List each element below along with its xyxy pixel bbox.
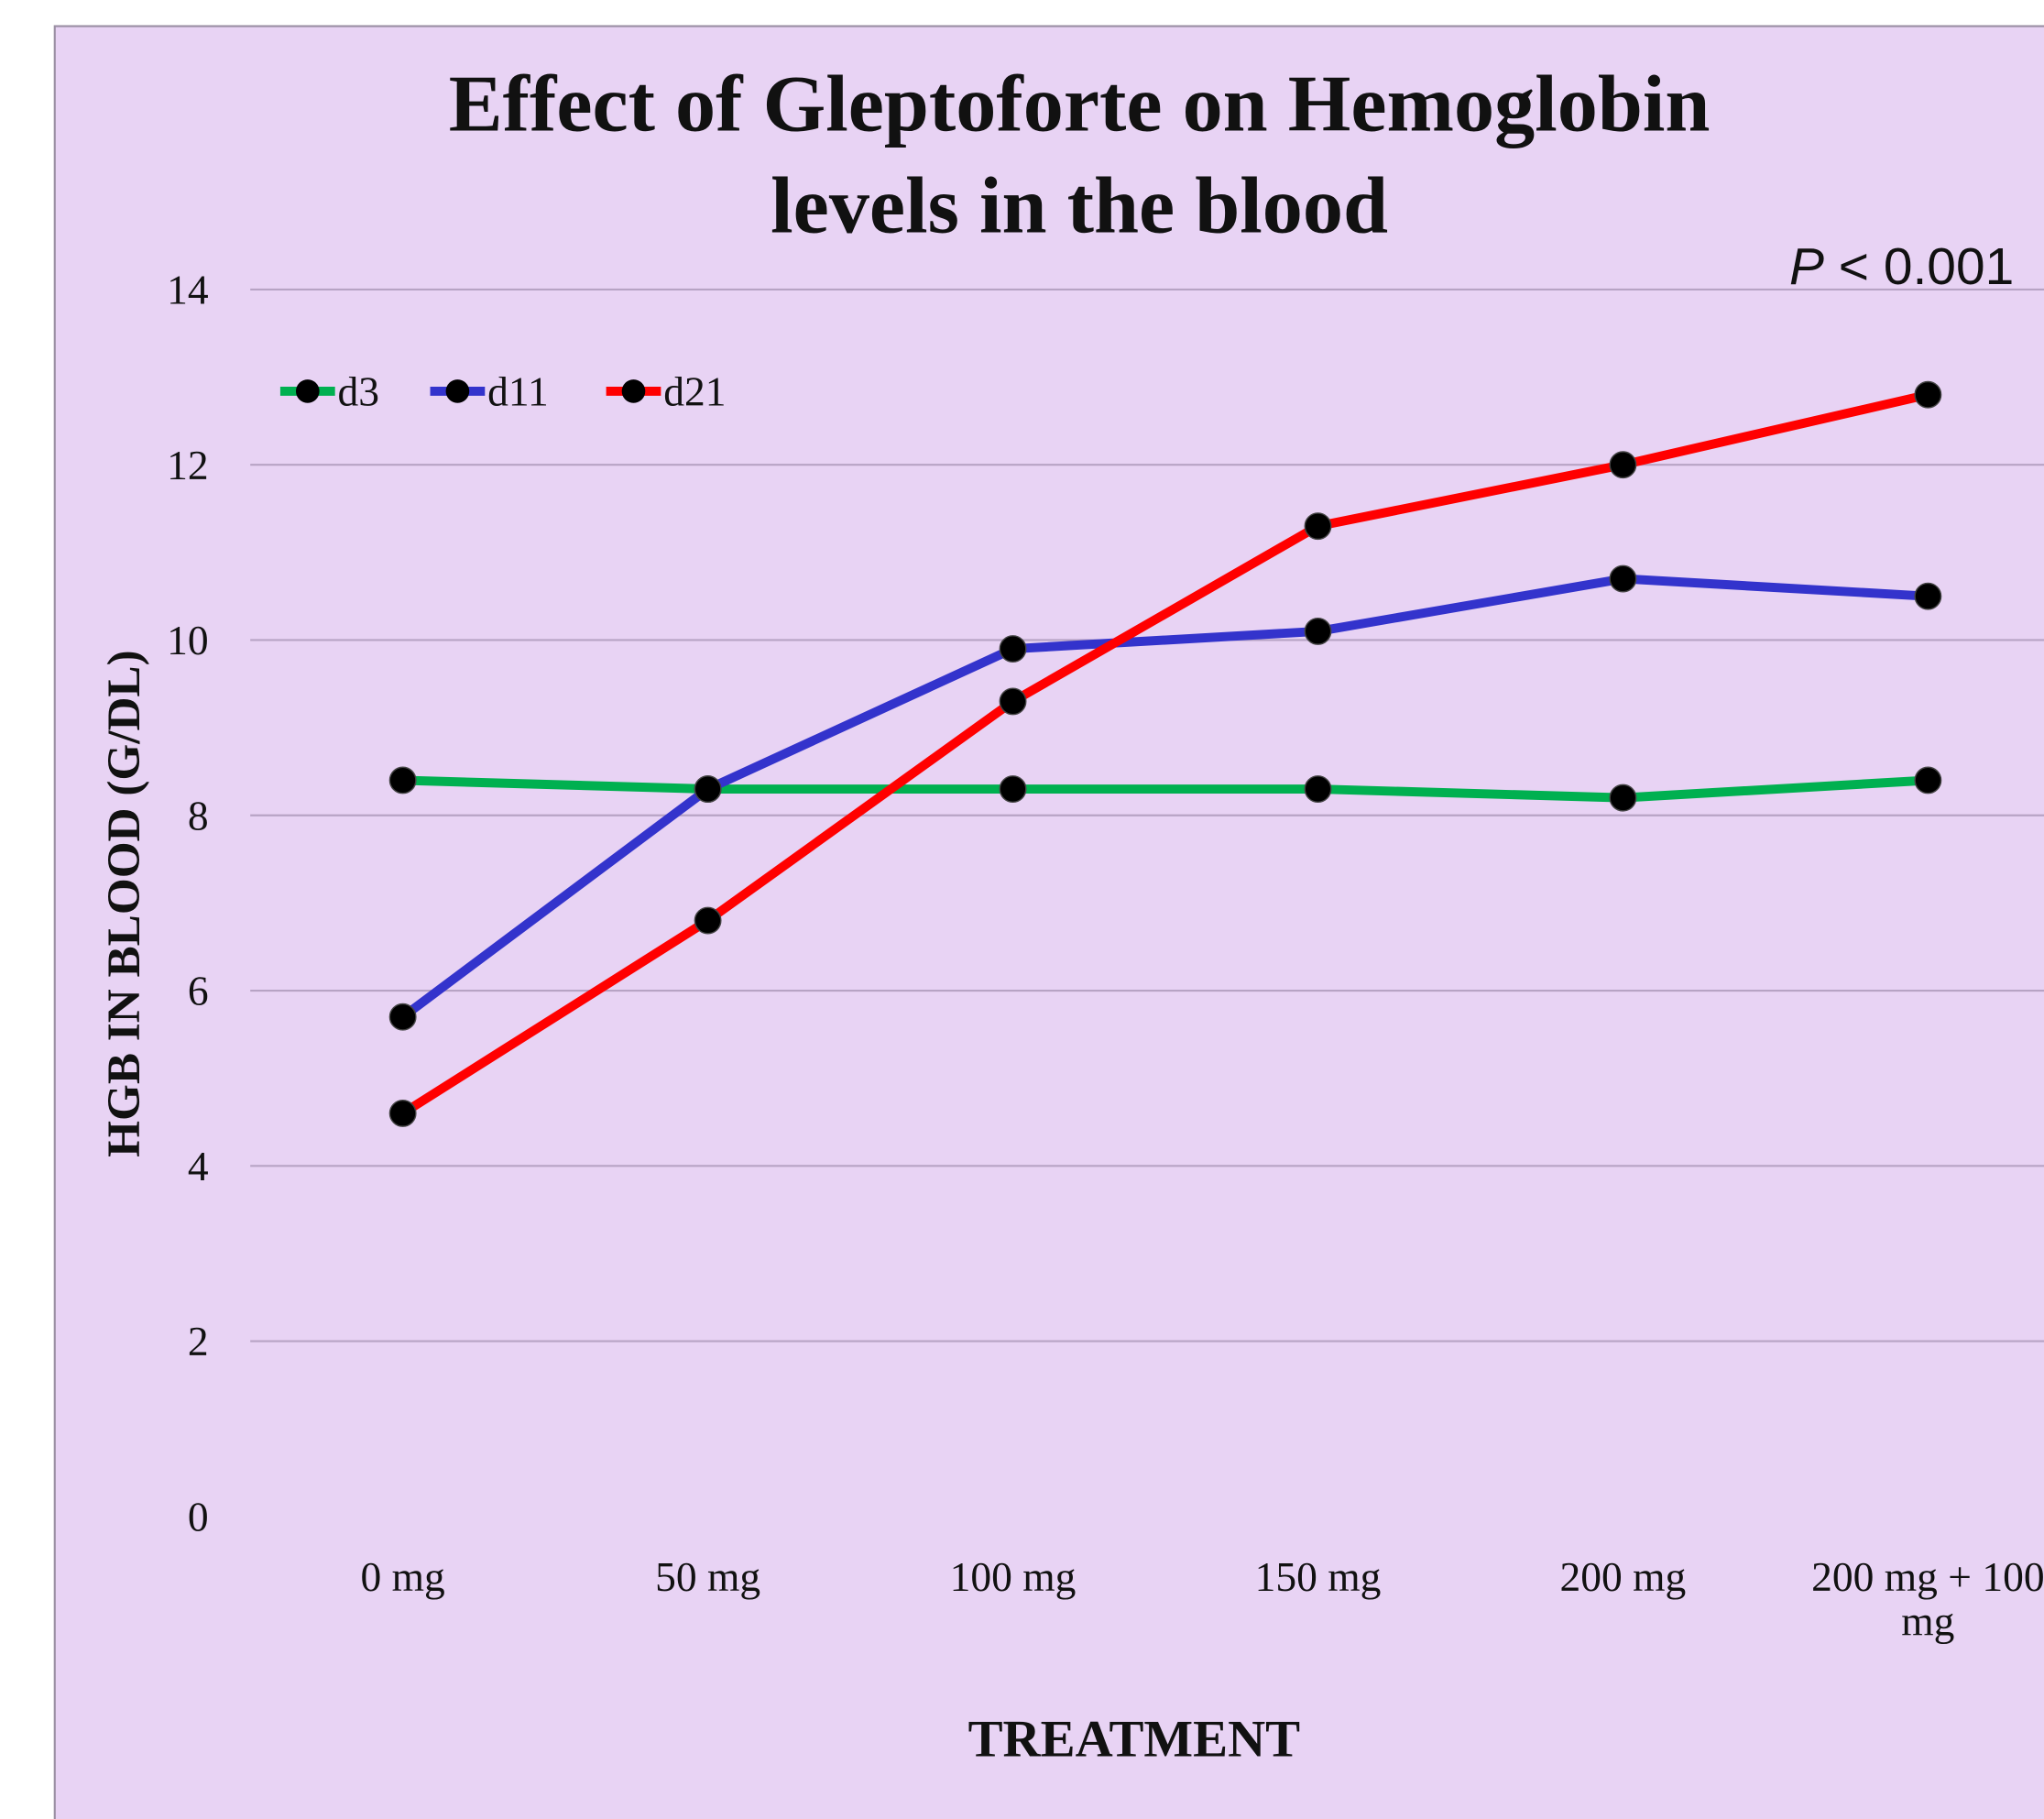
y-tick-label: 8 xyxy=(188,792,209,838)
y-tick-label: 6 xyxy=(188,968,209,1014)
annotation: P < 0.001 xyxy=(1789,237,2014,296)
data-point xyxy=(999,775,1027,804)
data-point xyxy=(999,635,1027,663)
y-tick-label: 4 xyxy=(188,1143,209,1189)
data-point xyxy=(1609,783,1637,812)
legend-marker xyxy=(445,379,470,403)
legend-label: d11 xyxy=(487,368,549,415)
x-tick-label: 200 mg xyxy=(1560,1553,1687,1600)
x-tick-label: 0 mg xyxy=(360,1553,444,1600)
data-point xyxy=(1914,380,1942,409)
x-axis-title: TREATMENT xyxy=(968,1711,1301,1769)
data-point xyxy=(388,766,417,794)
data-point xyxy=(1304,617,1332,645)
y-tick-label: 14 xyxy=(167,267,209,313)
series-line xyxy=(399,574,1929,1021)
y-tick-label: 0 xyxy=(188,1493,209,1540)
y-tick-label: 2 xyxy=(188,1318,209,1364)
data-point xyxy=(388,1099,417,1127)
data-point xyxy=(1304,512,1332,541)
legend-label: d21 xyxy=(663,368,726,415)
x-tick-label: 50 mg xyxy=(655,1553,760,1600)
data-point xyxy=(1609,451,1637,479)
x-tick-label: 200 mg + 100 mg xyxy=(1811,1553,2044,1644)
chart-area xyxy=(53,25,2044,1819)
y-tick-label: 12 xyxy=(167,442,209,488)
data-point xyxy=(1609,564,1637,593)
legend-marker xyxy=(295,379,320,403)
y-axis-title: HGB IN BLOOD (G/DL) xyxy=(98,650,150,1157)
data-point xyxy=(1914,582,1942,610)
data-point xyxy=(1914,766,1942,794)
data-point xyxy=(388,1003,417,1031)
legend-marker xyxy=(621,379,646,403)
x-tick-label: 150 mg xyxy=(1255,1553,1382,1600)
data-point xyxy=(1304,775,1332,804)
series-line xyxy=(399,389,1929,1118)
y-tick-label: 10 xyxy=(167,617,209,663)
series-line xyxy=(402,775,1929,803)
chart-title: Effect of Gleptoforte on Hemoglobin level… xyxy=(449,59,1711,250)
x-tick-label: 100 mg xyxy=(950,1553,1077,1600)
data-point xyxy=(694,906,722,935)
data-point xyxy=(694,775,722,804)
legend-label: d3 xyxy=(338,368,380,415)
data-point xyxy=(999,687,1027,716)
